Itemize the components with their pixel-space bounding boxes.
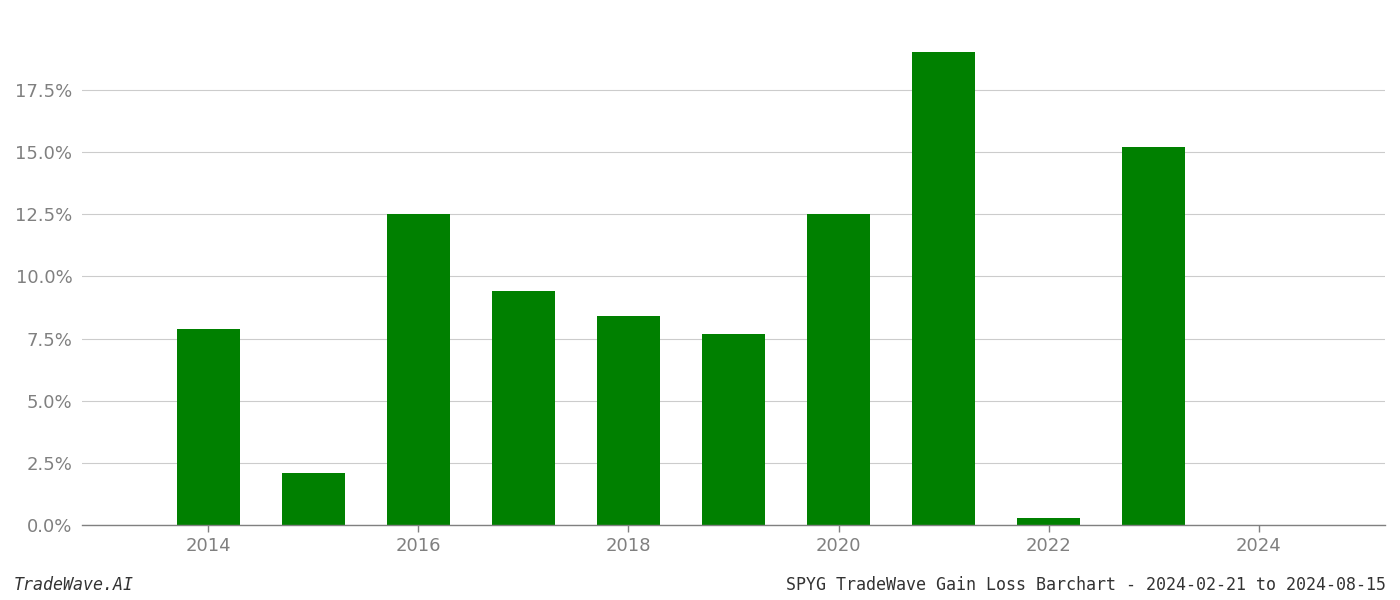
Bar: [701, 334, 764, 525]
Bar: [491, 291, 554, 525]
Bar: [1018, 518, 1081, 525]
Bar: [176, 329, 239, 525]
Bar: [913, 52, 976, 525]
Bar: [386, 214, 449, 525]
Bar: [281, 473, 344, 525]
Text: TradeWave.AI: TradeWave.AI: [14, 576, 134, 594]
Bar: [806, 214, 869, 525]
Text: SPYG TradeWave Gain Loss Barchart - 2024-02-21 to 2024-08-15: SPYG TradeWave Gain Loss Barchart - 2024…: [785, 576, 1386, 594]
Bar: [1123, 147, 1186, 525]
Bar: [596, 316, 659, 525]
